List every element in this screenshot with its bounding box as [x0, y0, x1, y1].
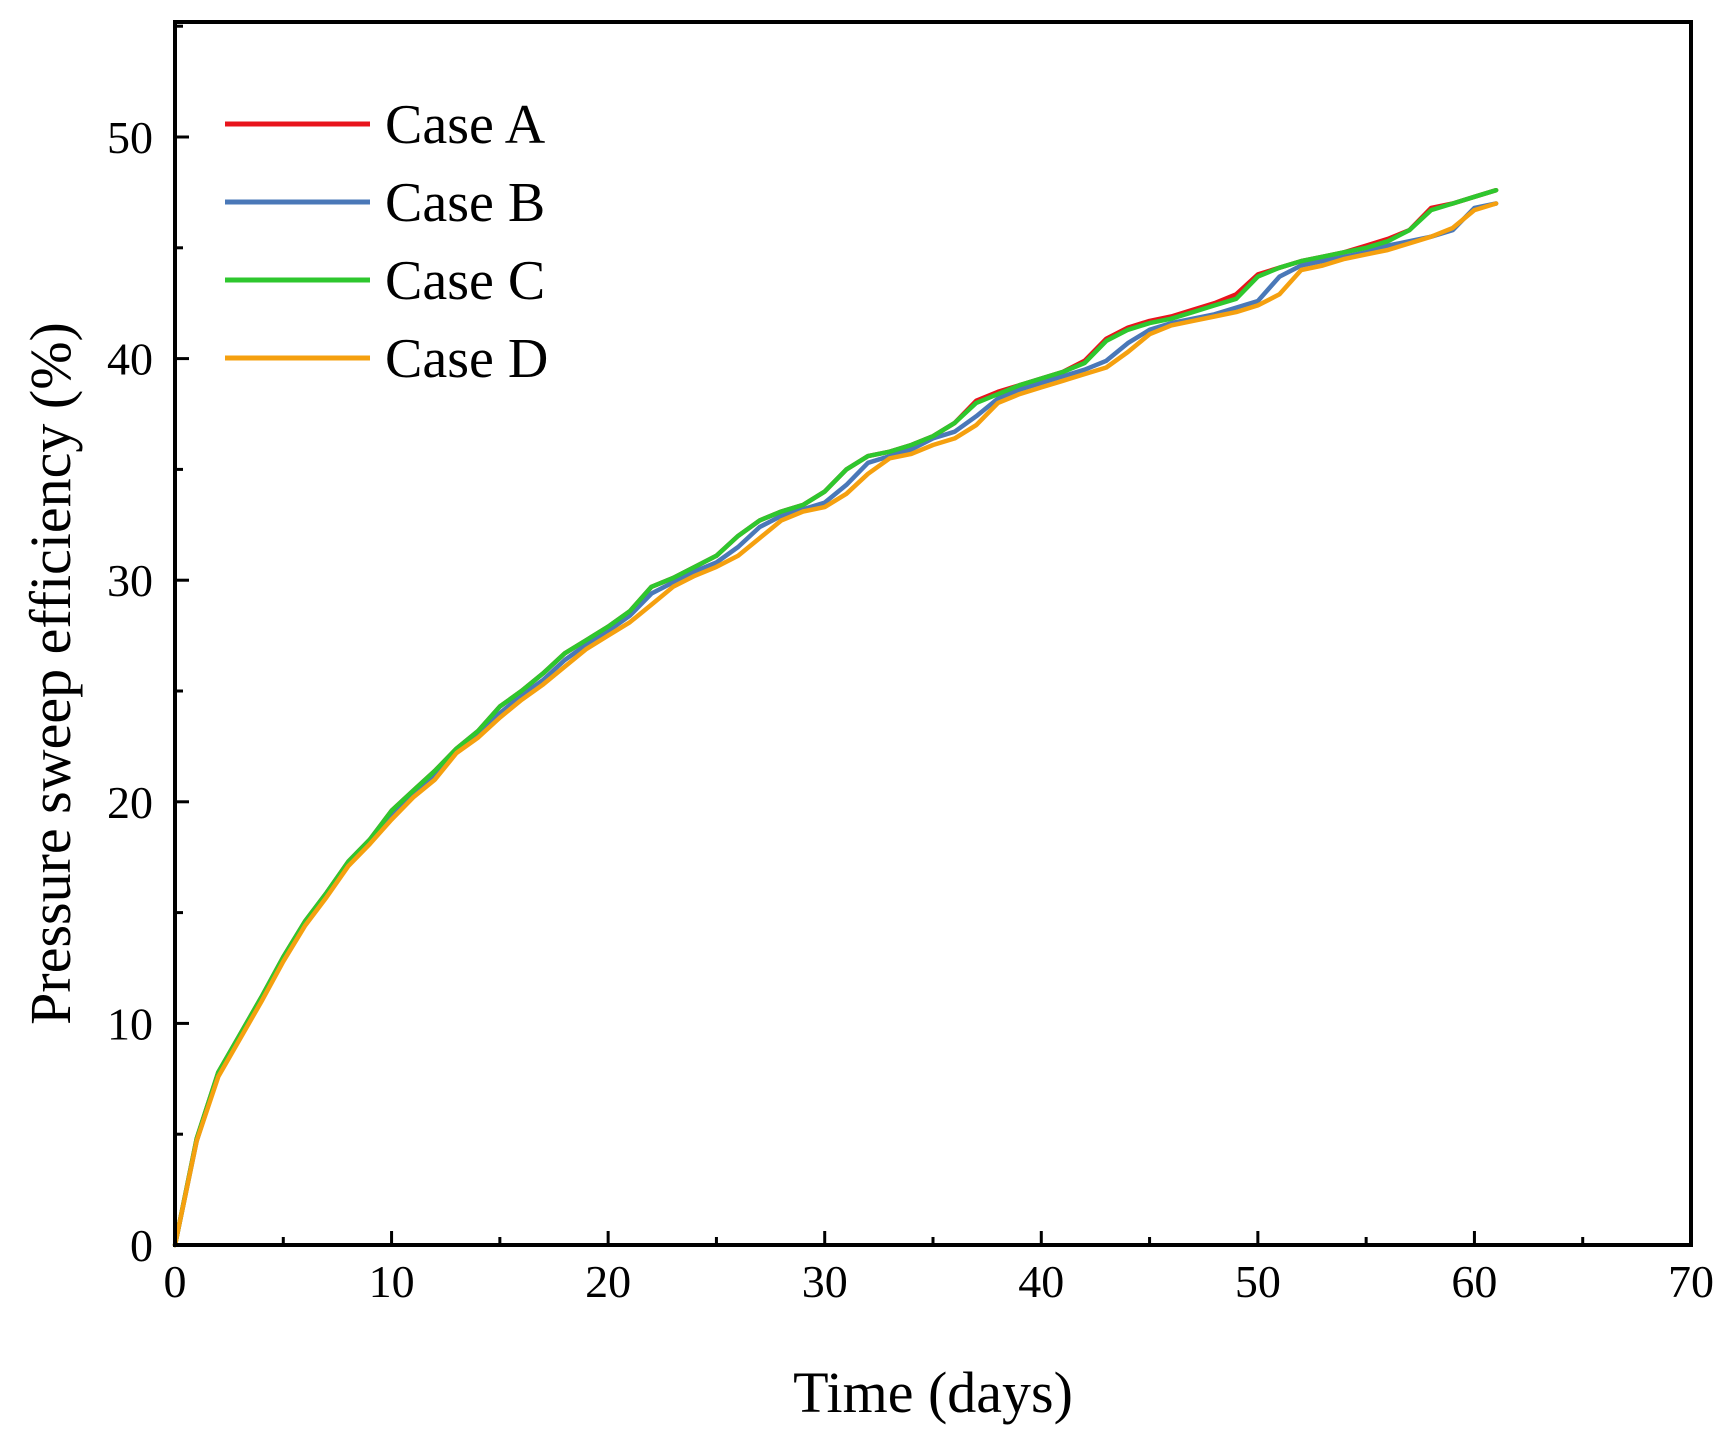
- y-tick-label: 50: [107, 112, 153, 163]
- legend-label: Case D: [385, 328, 548, 390]
- series-line-case-a: [172, 187, 1499, 1248]
- x-tick-label: 70: [1668, 1256, 1714, 1307]
- x-tick-label: 40: [1018, 1256, 1064, 1307]
- series-line-case-c: [172, 187, 1499, 1248]
- x-tick-label: 10: [369, 1256, 415, 1307]
- x-tick-label: 60: [1451, 1256, 1497, 1307]
- x-tick-label: 20: [585, 1256, 631, 1307]
- x-axis-title: Time (days): [793, 1360, 1073, 1425]
- legend-label: Case A: [385, 94, 546, 156]
- legend: Case A Case B Case C Case D: [225, 94, 548, 390]
- y-tick-label: 20: [107, 777, 153, 828]
- x-tick-label: 0: [164, 1256, 187, 1307]
- plot-series: [172, 187, 1499, 1248]
- y-tick-label: 0: [130, 1220, 153, 1271]
- y-tick-label: 30: [107, 555, 153, 606]
- legend-label: Case B: [385, 172, 545, 234]
- x-axis-ticks: 0 10 20 30 40 50 60 70: [164, 1231, 1714, 1307]
- y-axis-title: Pressure sweep efficiency (%): [18, 322, 83, 1025]
- series-line-case-b: [172, 201, 1499, 1248]
- y-tick-label: 40: [107, 334, 153, 385]
- y-axis-ticks: 0 10 20 30 40 50: [107, 24, 189, 1271]
- x-tick-label: 50: [1235, 1256, 1281, 1307]
- legend-label: Case C: [385, 250, 545, 312]
- x-tick-label: 30: [802, 1256, 848, 1307]
- series-line-case-d: [172, 201, 1499, 1248]
- y-tick-label: 10: [107, 998, 153, 1049]
